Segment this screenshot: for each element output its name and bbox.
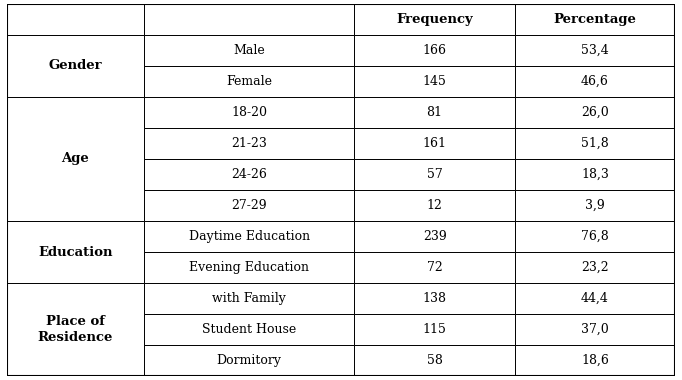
Text: Female: Female	[226, 75, 272, 88]
Bar	[144, 283, 355, 314]
Bar	[355, 314, 515, 345]
Bar	[515, 283, 675, 314]
Text: Daytime Education: Daytime Education	[188, 230, 310, 243]
Text: Student House: Student House	[202, 323, 296, 336]
Bar	[144, 128, 355, 159]
Bar	[515, 314, 675, 345]
Bar	[7, 221, 144, 283]
Bar	[355, 128, 515, 159]
Bar	[144, 190, 355, 221]
Bar	[355, 4, 515, 35]
Text: 239: 239	[423, 230, 447, 243]
Text: 57: 57	[427, 168, 443, 181]
Text: Evening Education: Evening Education	[189, 261, 309, 274]
Bar	[515, 35, 675, 66]
Text: 37,0: 37,0	[581, 323, 609, 336]
Bar	[144, 159, 355, 190]
Bar	[144, 252, 355, 283]
Text: 58: 58	[427, 354, 443, 367]
Bar	[144, 97, 355, 128]
Bar	[144, 4, 355, 35]
Bar	[355, 345, 515, 376]
Text: 24-26: 24-26	[231, 168, 267, 181]
Bar	[515, 159, 675, 190]
Bar	[515, 128, 675, 159]
Bar	[355, 190, 515, 221]
Bar	[7, 283, 144, 376]
Text: 76,8: 76,8	[581, 230, 609, 243]
Text: Age: Age	[61, 152, 89, 165]
Text: 161: 161	[423, 137, 447, 150]
Text: Male: Male	[233, 44, 265, 57]
Text: Frequency: Frequency	[396, 13, 473, 26]
Bar	[355, 35, 515, 66]
Text: 145: 145	[423, 75, 447, 88]
Text: 53,4: 53,4	[581, 44, 609, 57]
Text: 72: 72	[427, 261, 443, 274]
Text: 26,0: 26,0	[581, 106, 609, 119]
Bar	[144, 66, 355, 97]
Bar	[515, 66, 675, 97]
Text: 166: 166	[423, 44, 447, 57]
Text: 115: 115	[423, 323, 447, 336]
Bar	[355, 159, 515, 190]
Bar	[515, 345, 675, 376]
Text: 44,4: 44,4	[581, 292, 609, 305]
Text: Percentage: Percentage	[554, 13, 636, 26]
Text: 18,3: 18,3	[581, 168, 609, 181]
Bar	[515, 97, 675, 128]
Bar	[515, 252, 675, 283]
Bar	[515, 190, 675, 221]
Bar	[355, 66, 515, 97]
Text: 23,2: 23,2	[581, 261, 609, 274]
Bar	[355, 252, 515, 283]
Bar	[355, 283, 515, 314]
Bar	[144, 35, 355, 66]
Bar	[144, 345, 355, 376]
Bar	[7, 4, 144, 35]
Text: 138: 138	[423, 292, 447, 305]
Text: Gender: Gender	[48, 59, 102, 72]
Bar	[515, 4, 675, 35]
Text: Place of
Residence: Place of Residence	[38, 315, 113, 344]
Text: 27-29: 27-29	[231, 199, 267, 212]
Text: 12: 12	[427, 199, 443, 212]
Bar	[144, 221, 355, 252]
Bar	[144, 314, 355, 345]
Text: 51,8: 51,8	[581, 137, 609, 150]
Text: 3,9: 3,9	[585, 199, 605, 212]
Bar	[7, 35, 144, 97]
Text: 81: 81	[426, 106, 443, 119]
Bar	[355, 97, 515, 128]
Bar	[355, 221, 515, 252]
Bar	[515, 221, 675, 252]
Bar	[7, 97, 144, 221]
Text: Dormitory: Dormitory	[217, 354, 282, 367]
Text: 21-23: 21-23	[231, 137, 267, 150]
Text: 46,6: 46,6	[581, 75, 609, 88]
Text: 18,6: 18,6	[581, 354, 609, 367]
Text: 18-20: 18-20	[231, 106, 267, 119]
Text: with Family: with Family	[212, 292, 286, 305]
Text: Education: Education	[38, 245, 113, 258]
